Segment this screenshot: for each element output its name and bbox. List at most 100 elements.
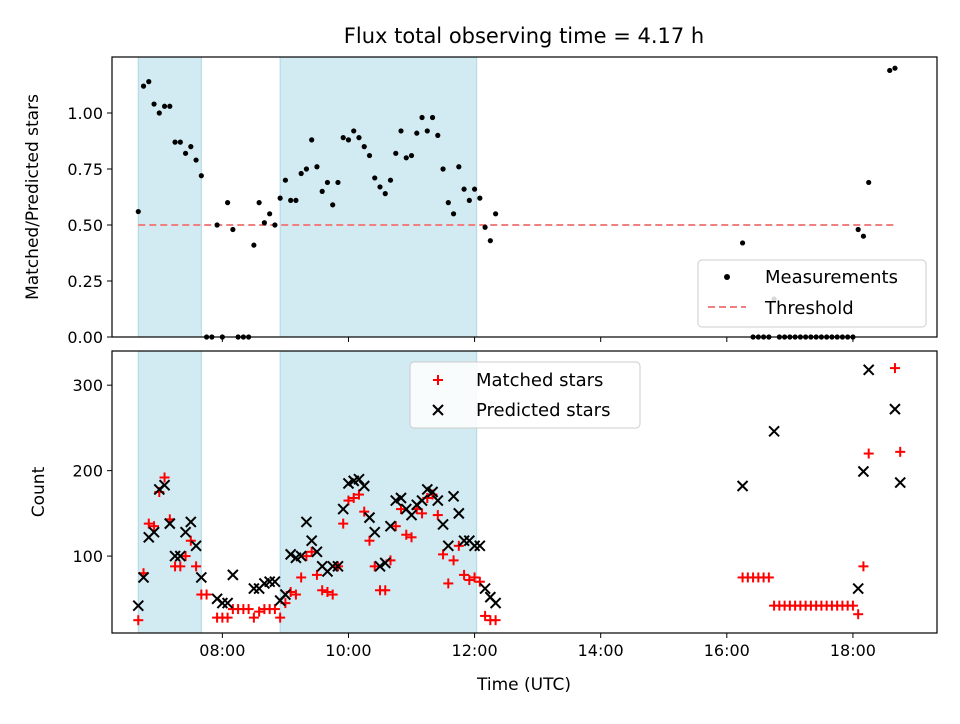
predicted-star-point (195, 571, 208, 584)
top-legend-box (697, 259, 927, 328)
measurement-point (419, 114, 425, 121)
bottom-shading (137, 350, 478, 634)
top-axes-frame (111, 56, 938, 338)
matched-star-point (306, 546, 317, 557)
legend-measurements-label: Measurements (765, 267, 898, 288)
predicted-star-point (216, 597, 229, 609)
measurement-point (466, 197, 472, 203)
top-y-axis-label: Matched/Predicted stars (23, 94, 43, 300)
matched-star-point (853, 609, 864, 620)
measurement-point (450, 211, 457, 217)
measurement-point (151, 101, 157, 107)
measurement-point (277, 195, 283, 201)
measurement-point (356, 135, 362, 141)
matched-star-point (159, 472, 170, 483)
predicted-star-point (447, 490, 460, 502)
predicted-star-point (164, 517, 176, 530)
predicted-star-point (332, 560, 344, 573)
matched-star-point (380, 585, 391, 596)
matched-star-point (322, 586, 333, 597)
measurement-point (140, 83, 147, 89)
predicted-star-point (179, 526, 192, 538)
bottom-legend-box (409, 361, 641, 429)
measurement-point (330, 202, 336, 208)
measurement-point (314, 164, 320, 170)
matched-star-point (143, 518, 154, 529)
measurement-point (482, 224, 488, 230)
predicted-star-point (736, 480, 749, 492)
matched-star-point (191, 561, 202, 572)
measurement-point (272, 222, 278, 228)
measurement-point (387, 177, 394, 183)
measurement-point (461, 186, 467, 192)
matched-star-point (296, 572, 307, 583)
predicted-star-point (248, 582, 260, 595)
measurement-point (309, 137, 315, 143)
matched-star-point (359, 506, 370, 517)
predicted-star-point (311, 546, 323, 558)
matched-star-point (396, 504, 407, 515)
predicted-star-point (269, 576, 281, 588)
measurement-point (408, 152, 415, 159)
matched-star-point (149, 521, 160, 532)
predicted-points (132, 364, 906, 612)
predicted-star-point (479, 582, 491, 595)
measurement-point (198, 173, 204, 179)
measurement-point (892, 65, 898, 71)
measurement-point (335, 179, 341, 186)
matched-star-point (243, 604, 254, 615)
measurement-point (382, 191, 388, 197)
x-tick-label: 16:00 (704, 641, 750, 660)
matched-star-point (301, 551, 312, 562)
measurement-point (214, 222, 220, 228)
predicted-star-point (190, 540, 202, 552)
matched-star-point (401, 529, 412, 540)
matched-star-point (327, 589, 338, 600)
measurement-point (288, 197, 294, 203)
top-y-tick-label: 0.25 (67, 272, 103, 291)
predicted-star-point (453, 507, 465, 520)
measurement-point (161, 103, 168, 109)
measurement-point (492, 211, 499, 217)
predicted-star-point (337, 503, 349, 515)
matched-star-point (348, 492, 359, 503)
matched-star-point (343, 495, 354, 506)
predicted-star-point (395, 492, 407, 504)
matched-star-point (438, 549, 449, 560)
measurement-point (739, 240, 746, 246)
predicted-star-point (862, 364, 875, 376)
predicted-star-point (432, 494, 444, 507)
top-y-tick-label: 0.50 (67, 216, 103, 235)
matched-star-point (889, 363, 900, 374)
top-y-tick-label: 0.00 (67, 328, 103, 347)
measurement-point (225, 200, 231, 206)
matched-star-point (847, 600, 858, 611)
bottom-y-tick-label: 200 (72, 462, 103, 481)
top-y-tick-label: 0.75 (67, 160, 103, 179)
matched-star-point (763, 572, 774, 583)
measurement-point (135, 208, 141, 215)
legend-predicted-label: Predicted stars (476, 400, 610, 421)
matched-star-point (175, 561, 186, 572)
predicted-star-point (474, 540, 486, 552)
measurement-point (440, 166, 446, 172)
measurement-point (267, 211, 273, 217)
matched-star-point (469, 572, 480, 583)
predicted-star-point (221, 597, 234, 609)
matched-star-point (254, 606, 265, 617)
matched-star-point (185, 535, 196, 546)
predicted-star-point (889, 403, 901, 415)
top-legend: Measurements Threshold (697, 259, 927, 328)
measurement-point (866, 179, 872, 186)
predicted-star-point (384, 520, 397, 532)
legend-measurements-marker (724, 274, 730, 280)
predicted-star-point (295, 550, 307, 562)
matched-star-point (406, 532, 417, 543)
measurement-point (860, 233, 867, 239)
predicted-star-point (374, 560, 386, 573)
predicted-star-point (305, 535, 318, 547)
predicted-star-point (300, 516, 313, 528)
top-shaded-interval-2 (279, 56, 478, 338)
predicted-star-point (353, 473, 365, 485)
predicted-star-point (489, 597, 502, 609)
